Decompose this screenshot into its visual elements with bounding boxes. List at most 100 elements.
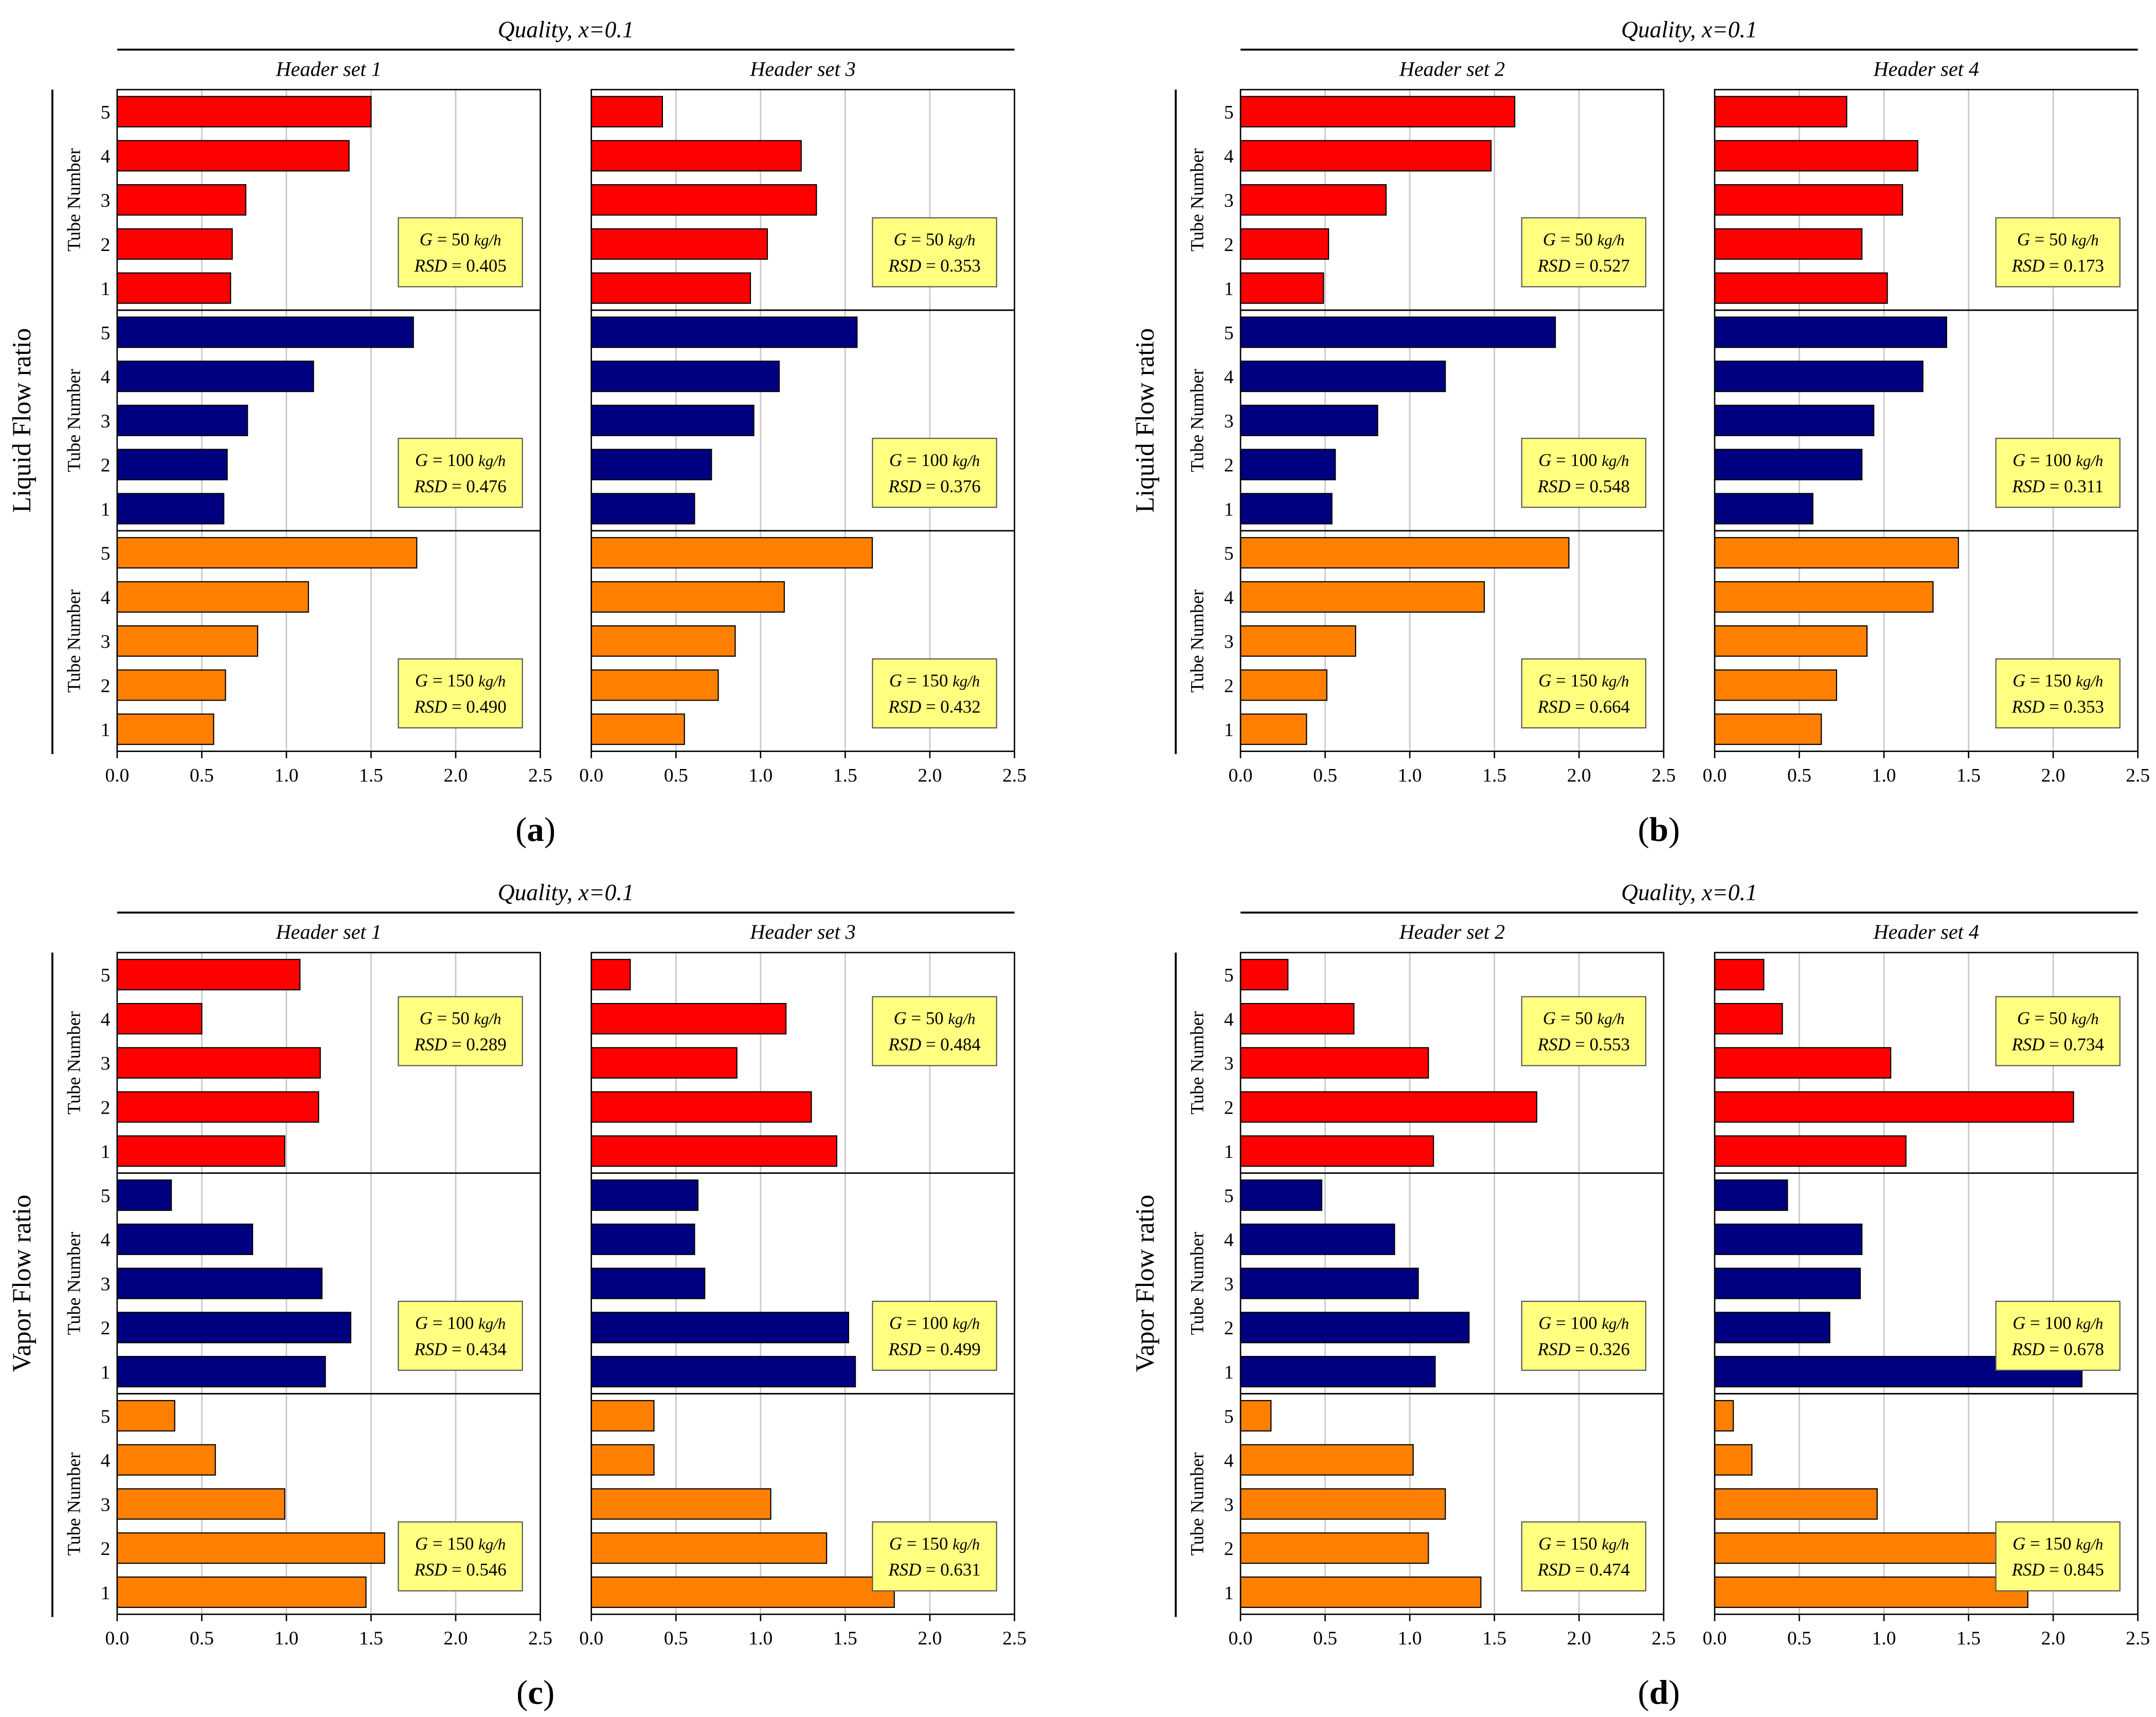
bar [1239, 140, 1492, 172]
x-tick-label: 1.0 [1872, 1628, 1896, 1649]
y-tick-label: 1 [101, 1141, 111, 1162]
bar [1239, 959, 1289, 991]
y-tick-label: 3 [101, 190, 111, 211]
bar [116, 1091, 319, 1123]
y-tick-label: 5 [1224, 102, 1234, 123]
bar [1714, 184, 1903, 216]
x-tick-label: 0.5 [664, 765, 688, 786]
bar [116, 96, 372, 128]
y-tick-label: 1 [101, 1583, 111, 1604]
x-tick-label: 2.0 [1567, 1628, 1591, 1649]
annotation-background [1521, 438, 1646, 508]
annotation-box: G = 100 kg/h RSD = 0.678 [1995, 1300, 2121, 1371]
annotation-g: G = 150 kg/h [2013, 671, 2103, 691]
bar [116, 1047, 321, 1079]
bar [590, 493, 695, 525]
y-tick-label: 5 [101, 1186, 111, 1207]
bar [1714, 449, 1863, 480]
annotation-background [1995, 438, 2121, 508]
panel-label: (b) [1638, 811, 1680, 849]
bar [116, 404, 248, 436]
y-tick-label: 5 [1224, 965, 1234, 986]
subplot-title: Header set 4 [1873, 57, 1979, 80]
annotation-g: G = 150 kg/h [1538, 1533, 1629, 1553]
x-tick-label: 2.0 [444, 1628, 468, 1649]
y-axis-label: Tube Number [63, 1232, 84, 1335]
bar [1239, 1488, 1446, 1520]
y-tick-label: 3 [1224, 1274, 1234, 1295]
annotation-rsd: RSD = 0.678 [2011, 1339, 2104, 1359]
annotation-box: G = 150 kg/h RSD = 0.353 [1995, 658, 2121, 729]
annotation-background [872, 996, 997, 1066]
y-tick-label: 4 [1224, 1230, 1234, 1251]
subplot-title: Header set 1 [276, 57, 382, 80]
x-tick-label: 1.5 [1482, 1628, 1506, 1649]
chart-panel-c: Quality, x=0.1 Vapor Flow ratio Tube Numbe… [8, 879, 1027, 1711]
annotation-g: G = 50 kg/h [2017, 229, 2099, 249]
bar [1714, 493, 1813, 525]
bar [1714, 713, 1822, 745]
x-tick-label: 1.5 [359, 765, 383, 786]
chart-title: Quality, x=0.1 [1621, 879, 1757, 905]
annotation-g: G = 150 kg/h [415, 1533, 506, 1553]
bar [590, 1267, 706, 1299]
bar [1714, 404, 1875, 436]
annotation-background [398, 996, 523, 1066]
x-tick-label: 2.0 [444, 765, 468, 786]
group-frame [1239, 1393, 1665, 1615]
bar [116, 1135, 285, 1167]
annotation-g: G = 100 kg/h [1538, 1313, 1629, 1333]
annotation-rsd: RSD = 0.734 [2011, 1034, 2104, 1054]
annotation-box: G = 100 kg/h RSD = 0.376 [872, 438, 997, 508]
y-tick-label: 2 [1224, 1539, 1234, 1560]
y-axis-label: Tube Number [63, 369, 84, 472]
bar [1239, 96, 1516, 128]
side-label: Liquid Flow ratio [8, 328, 37, 513]
y-tick-label: 3 [101, 1053, 111, 1075]
annotation-rsd: RSD = 0.527 [1537, 256, 1630, 276]
annotation-background [398, 438, 523, 508]
annotation-rsd: RSD = 0.405 [414, 256, 506, 276]
y-tick-label: 3 [101, 1274, 111, 1295]
x-tick-label: 1.5 [1956, 1628, 1981, 1649]
bar [1714, 537, 1959, 569]
bar [590, 316, 858, 348]
bar [116, 713, 214, 745]
y-tick-label: 2 [1224, 1097, 1234, 1118]
subplot-title: Header set 3 [749, 57, 855, 80]
annotation-box: G = 100 kg/h RSD = 0.548 [1521, 438, 1646, 508]
bar [1239, 184, 1387, 216]
annotation-rsd: RSD = 0.326 [1537, 1339, 1630, 1359]
group-frame [1714, 530, 2139, 752]
annotation-rsd: RSD = 0.353 [888, 256, 980, 276]
annotation-background [872, 1521, 997, 1591]
annotation-background [1521, 658, 1646, 729]
side-label: Vapor Flow ratio [8, 1195, 37, 1372]
y-tick-label: 5 [101, 323, 111, 344]
annotation-box: G = 100 kg/h RSD = 0.499 [872, 1300, 997, 1371]
annotation-background [1521, 217, 1646, 288]
group-frame [590, 530, 1015, 752]
x-tick-label: 1.5 [833, 1628, 857, 1649]
annotation-box: G = 100 kg/h RSD = 0.476 [398, 438, 523, 508]
bar [1714, 228, 1863, 260]
bar [1239, 1091, 1538, 1123]
annotation-g: G = 50 kg/h [420, 229, 501, 249]
annotation-box: G = 50 kg/h RSD = 0.734 [1995, 996, 2121, 1066]
y-tick-label: 5 [1224, 543, 1234, 564]
annotation-rsd: RSD = 0.434 [414, 1339, 506, 1359]
y-tick-label: 2 [101, 1539, 111, 1560]
bar [1714, 1444, 1753, 1476]
chart-title: Quality, x=0.1 [498, 879, 634, 905]
subplot-title: Header set 2 [1399, 920, 1505, 943]
annotation-background [1995, 658, 2121, 729]
y-tick-label: 4 [101, 146, 111, 167]
annotation-rsd: RSD = 0.432 [888, 697, 980, 717]
bar [590, 140, 802, 172]
annotation-g: G = 150 kg/h [415, 671, 506, 691]
panel-label: (c) [516, 1673, 554, 1711]
annotation-rsd: RSD = 0.845 [2011, 1560, 2104, 1580]
bar [116, 1356, 326, 1388]
annotation-g: G = 50 kg/h [894, 229, 976, 249]
bar [1714, 1576, 2028, 1608]
